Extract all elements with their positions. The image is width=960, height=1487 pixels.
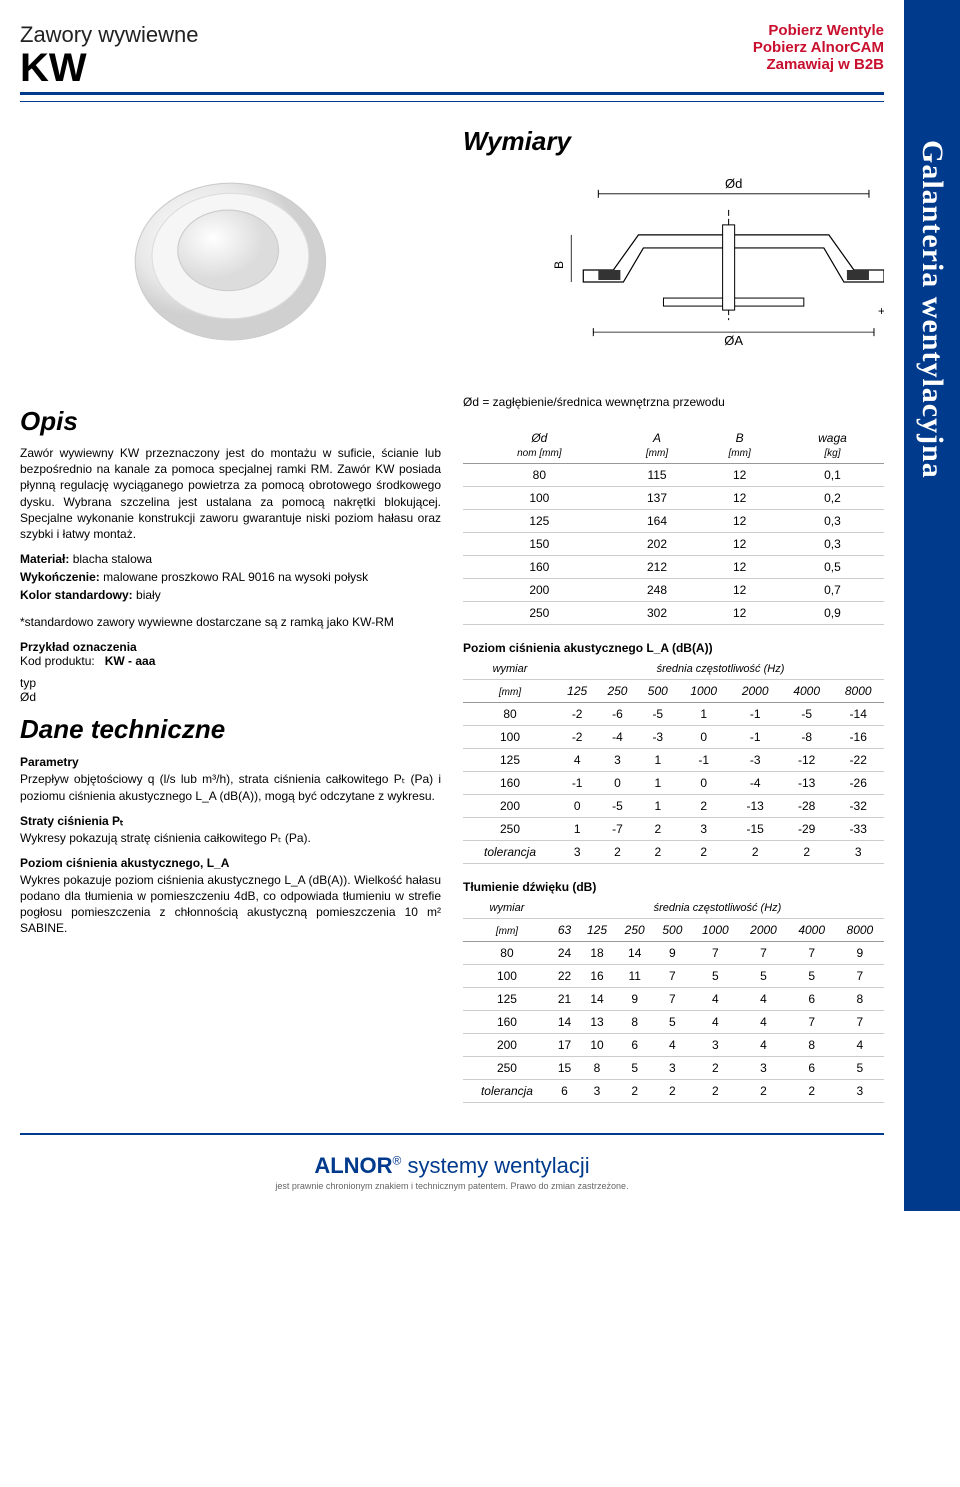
- link-b2b[interactable]: Zamawiaj w B2B: [753, 56, 884, 73]
- params-text: Przepływ objętościowy q (l/s lub m³/h), …: [20, 771, 441, 803]
- footer-legal: jest prawnie chronionym znakiem i techni…: [20, 1181, 884, 1191]
- section-wymiary-title: Wymiary: [463, 126, 884, 157]
- table-row: 80-2-6-51-1-5-14: [463, 703, 884, 726]
- svg-text:Ød: Ød: [725, 176, 742, 191]
- damping-table-title: Tłumienie dźwięku (dB): [463, 880, 884, 894]
- acoustic-text: Wykres pokazuje poziom ciśnienia akustyc…: [20, 872, 441, 937]
- table-row: 125431-1-3-12-22: [463, 749, 884, 772]
- table-row: 2001710643484: [463, 1034, 884, 1057]
- table-row: 80115120,1: [463, 464, 884, 487]
- table-row: 125164120,3: [463, 510, 884, 533]
- spec-material: Materiał: blacha stalowa: [20, 550, 441, 568]
- table-row: 2501-723-15-29-33: [463, 818, 884, 841]
- svg-text:B: B: [552, 261, 566, 269]
- page-footer: ALNOR® systemy wentylacji jest prawnie c…: [20, 1133, 884, 1201]
- table-row: 1601413854477: [463, 1011, 884, 1034]
- table-row: 250158532365: [463, 1057, 884, 1080]
- table-row: 1252114974468: [463, 988, 884, 1011]
- spec-color: Kolor standardowy: biały: [20, 586, 441, 604]
- table-row: 160-1010-4-13-26: [463, 772, 884, 795]
- acoustic-table: wymiarśrednia częstotliwość (Hz) [mm]125…: [463, 659, 884, 864]
- section-dane-title: Dane techniczne: [20, 714, 441, 745]
- svg-text:+: +: [878, 304, 884, 318]
- dimension-diagram: Ød B +: [463, 165, 884, 385]
- product-image: [20, 116, 441, 396]
- link-wentyle[interactable]: Pobierz Wentyle: [753, 22, 884, 39]
- footer-brand: ALNOR: [314, 1153, 392, 1178]
- dimensions-table: Ødnom [mm]A[mm]B[mm]waga[kg] 80115120,11…: [463, 427, 884, 625]
- spec-finish: Wykończenie: malowane proszkowo RAL 9016…: [20, 568, 441, 586]
- table-row: 2000-512-13-28-32: [463, 795, 884, 818]
- code-example: Przykład oznaczenia Kod produktu:KW - aa…: [20, 640, 441, 704]
- table-row: 160212120,5: [463, 556, 884, 579]
- header-rule: [20, 101, 884, 102]
- page-header: Zawory wywiewne KW Pobierz Wentyle Pobie…: [20, 22, 884, 95]
- loss-title: Straty ciśnienia Pₜ: [20, 814, 441, 828]
- opis-paragraph: Zawór wywiewny KW przeznaczony jest do m…: [20, 445, 441, 542]
- page-title: Zawory wywiewne: [20, 22, 199, 48]
- table-row: 200248120,7: [463, 579, 884, 602]
- header-links: Pobierz Wentyle Pobierz AlnorCAM Zamawia…: [753, 22, 884, 73]
- table-row: 100137120,2: [463, 487, 884, 510]
- acoustic-table-title: Poziom ciśnienia akustycznego L_A (dB(A)…: [463, 641, 884, 655]
- table-row: 150202120,3: [463, 533, 884, 556]
- params-title: Parametry: [20, 755, 441, 769]
- table-row: tolerancja63222223: [463, 1080, 884, 1103]
- table-row: 250302120,9: [463, 602, 884, 625]
- sidebar-tab: Galanteria wentylacyjna: [904, 0, 960, 1211]
- table-row: 10022161175557: [463, 965, 884, 988]
- table-row: 100-2-4-30-1-8-16: [463, 726, 884, 749]
- loss-text: Wykresy pokazują stratę ciśnienia całkow…: [20, 830, 441, 846]
- table-row: tolerancja3222223: [463, 841, 884, 864]
- diagram-note: Ød = zagłębienie/średnica wewnętrzna prz…: [463, 395, 884, 409]
- opis-note: *standardowo zawory wywiewne dostarczane…: [20, 614, 441, 630]
- link-alnorcam[interactable]: Pobierz AlnorCAM: [753, 39, 884, 56]
- svg-text:ØA: ØA: [724, 333, 743, 348]
- product-code: KW: [20, 48, 199, 88]
- acoustic-title: Poziom ciśnienia akustycznego, L_A: [20, 856, 441, 870]
- section-opis-title: Opis: [20, 406, 441, 437]
- table-row: 8024181497779: [463, 942, 884, 965]
- damping-table: wymiarśrednia częstotliwość (Hz) [mm]631…: [463, 898, 884, 1103]
